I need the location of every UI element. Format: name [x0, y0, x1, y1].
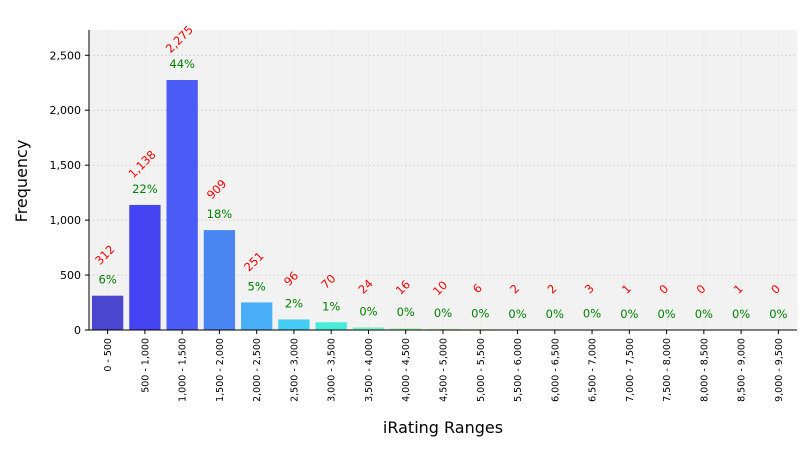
percent-label: 0% — [695, 307, 713, 321]
x-tick-label: 3,500 - 4,000 — [364, 338, 375, 402]
percent-label: 5% — [248, 279, 266, 293]
x-tick-label: 2,000 - 2,500 — [252, 338, 263, 402]
bar — [166, 80, 198, 330]
percent-label: 0% — [583, 307, 601, 321]
bar — [390, 328, 422, 330]
y-ticks: 0 500 1,000 1,500 2,000 2,500 — [50, 49, 89, 337]
percent-label: 0% — [508, 307, 526, 321]
y-tick-label: 2,500 — [50, 49, 82, 62]
bar — [129, 204, 161, 330]
x-axis-title: iRating Ranges — [383, 418, 503, 437]
bar — [241, 302, 273, 330]
x-tick-label: 3,000 - 3,500 — [327, 338, 338, 402]
percent-label: 0% — [620, 307, 638, 321]
y-tick-label: 0 — [74, 324, 81, 337]
x-tick-label: 4,500 - 5,000 — [439, 338, 450, 402]
x-tick-label: 6,000 - 6,500 — [550, 338, 561, 402]
x-tick-label: 1,000 - 1,500 — [178, 338, 189, 402]
x-tick-label: 7,000 - 7,500 — [625, 338, 636, 402]
x-tick-label: 8,000 - 8,500 — [699, 338, 710, 402]
x-tick-label: 4,000 - 4,500 — [401, 338, 412, 402]
x-tick-label: 500 - 1,000 — [140, 338, 151, 393]
percent-label: 44% — [169, 57, 195, 71]
grid-lines — [89, 30, 797, 330]
bar — [203, 230, 236, 330]
x-tick-label: 7,500 - 8,000 — [662, 338, 673, 402]
bar — [427, 328, 459, 330]
percent-label: 0% — [397, 305, 415, 319]
percent-label: 6% — [99, 273, 117, 287]
percent-label: 1% — [322, 299, 340, 313]
percent-label: 0% — [471, 306, 489, 320]
bars — [91, 80, 757, 330]
bar — [352, 327, 385, 330]
percent-label: 0% — [434, 306, 452, 320]
percent-label: 2% — [285, 296, 303, 310]
percent-label: 18% — [207, 207, 233, 221]
x-tick-label: 6,500 - 7,000 — [588, 338, 599, 402]
y-axis-title: Frequency — [12, 140, 31, 223]
percent-label: 0% — [546, 307, 564, 321]
x-tick-label: 5,500 - 6,000 — [513, 338, 524, 402]
x-ticks: 0 - 500 500 - 1,000 1,000 - 1,500 1,500 - 2… — [103, 330, 785, 402]
x-tick-label: 9,000 - 9,500 — [774, 338, 785, 402]
y-tick-label: 1,000 — [50, 214, 82, 227]
bar — [315, 322, 347, 330]
x-tick-label: 0 - 500 — [103, 338, 114, 372]
bar — [278, 319, 310, 330]
bar — [91, 295, 124, 330]
percent-label: 0% — [769, 307, 787, 321]
y-tick-label: 500 — [60, 269, 81, 282]
x-tick-label: 8,500 - 9,000 — [737, 338, 748, 402]
x-tick-label: 2,500 - 3,000 — [289, 338, 300, 402]
x-tick-label: 1,500 - 2,000 — [215, 338, 226, 402]
y-tick-label: 2,000 — [50, 104, 82, 117]
percent-label: 0% — [657, 307, 675, 321]
percent-label: 0% — [732, 307, 750, 321]
x-tick-label: 5,000 - 5,500 — [476, 338, 487, 402]
percent-label: 0% — [359, 304, 377, 318]
y-tick-label: 1,500 — [50, 159, 82, 172]
percent-label: 22% — [132, 182, 158, 196]
